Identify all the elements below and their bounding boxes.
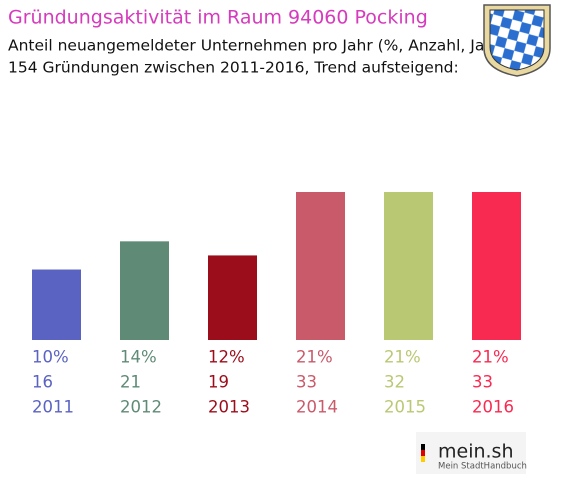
flag <box>421 444 425 450</box>
count-label: 33 <box>296 373 317 392</box>
x-tick-label: 2015 <box>384 398 426 417</box>
value-label: 12% <box>208 348 245 367</box>
x-tick-label: 2011 <box>32 398 74 417</box>
flag <box>421 456 425 462</box>
logo-text: mein.sh <box>438 441 514 463</box>
x-tick-label: 2012 <box>120 398 162 417</box>
x-tick-label: 2014 <box>296 398 338 417</box>
footer-logo: mein.sh Mein StadtHandbuch <box>416 432 527 474</box>
count-label: 32 <box>384 373 405 392</box>
bar <box>208 255 257 340</box>
x-tick-label: 2016 <box>472 398 514 417</box>
count-label: 33 <box>472 373 493 392</box>
flag <box>421 450 425 456</box>
chart-title: Gründungsaktivität im Raum 94060 Pocking <box>8 7 428 29</box>
count-label: 19 <box>208 373 229 392</box>
bar <box>472 192 521 340</box>
subtitle: Anteil neuangemeldeter Unternehmen pro J… <box>8 37 507 55</box>
bar <box>32 269 81 340</box>
bar <box>384 192 433 340</box>
value-label: 10% <box>32 348 69 367</box>
bar <box>296 192 345 340</box>
count-label: 21 <box>120 373 141 392</box>
value-label: 21% <box>296 348 333 367</box>
coat-of-arms <box>483 4 551 77</box>
logo-box <box>416 432 526 474</box>
count-label: 16 <box>32 373 53 392</box>
bar <box>120 241 169 340</box>
value-label: 21% <box>472 348 509 367</box>
value-label: 14% <box>120 348 157 367</box>
logo-tagline: Mein StadtHandbuch <box>438 462 527 472</box>
value-label: 21% <box>384 348 421 367</box>
subtitle: 154 Gründungen zwischen 2011-2016, Trend… <box>8 59 459 77</box>
x-tick-label: 2013 <box>208 398 250 417</box>
